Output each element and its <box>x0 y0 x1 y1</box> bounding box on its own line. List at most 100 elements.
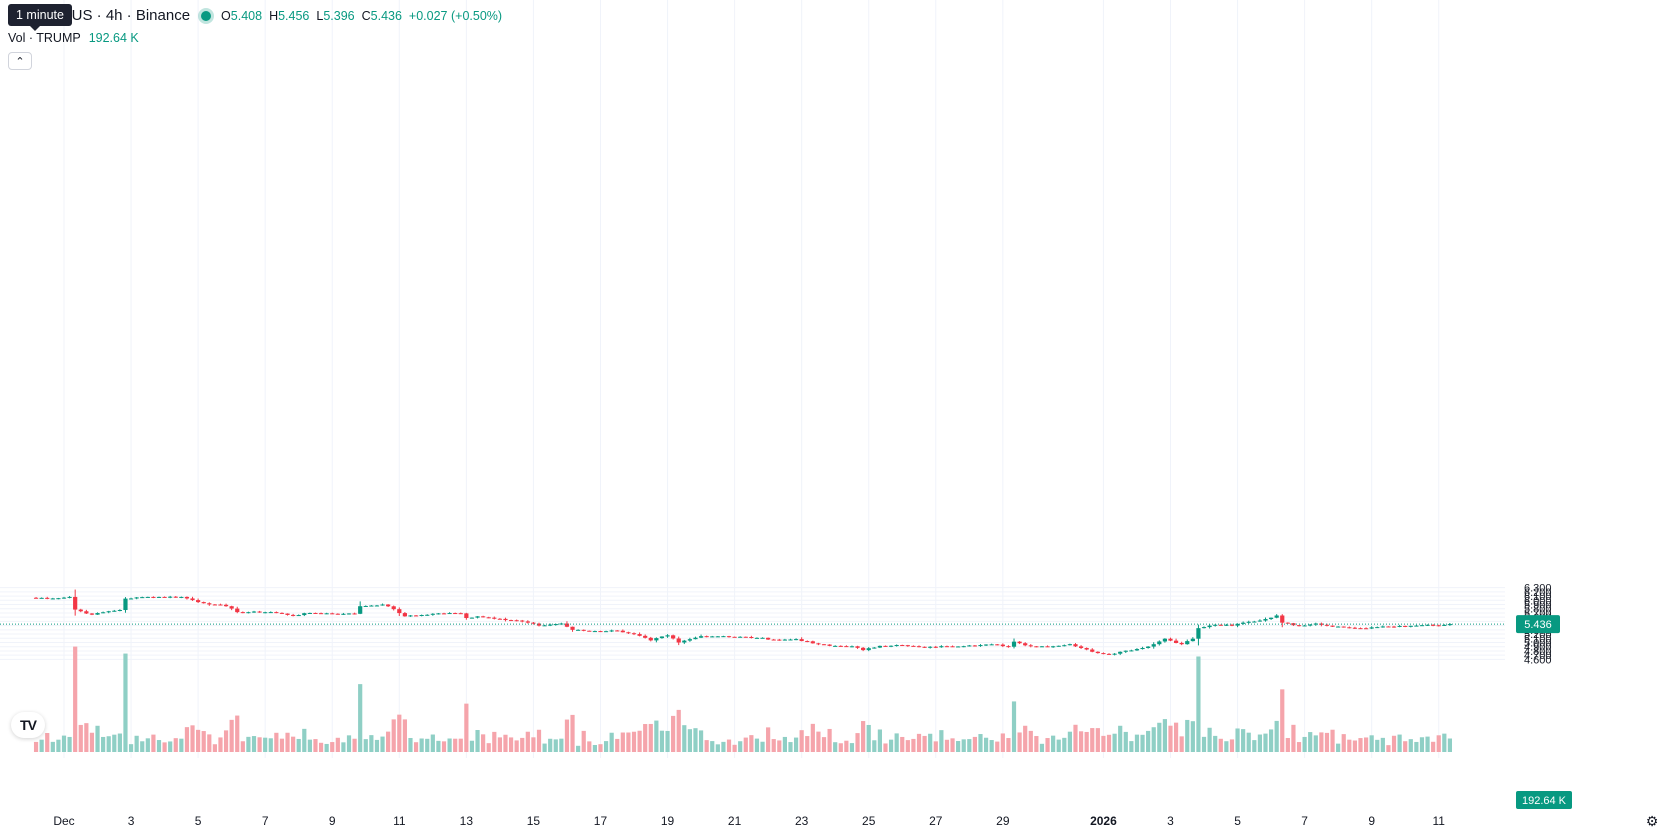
volume-bar <box>1190 721 1195 752</box>
candle-body <box>39 597 44 599</box>
volume-bar <box>1252 740 1257 752</box>
x-tick-label-17: 5 <box>1234 814 1241 828</box>
chevron-up-icon: ⌃ <box>15 55 25 68</box>
candle-body <box>564 623 570 627</box>
volume-bar <box>453 738 458 752</box>
candle-body <box>1134 649 1140 651</box>
candle-body <box>1324 624 1330 626</box>
volume-bar <box>1414 741 1419 752</box>
candle-body <box>1051 646 1056 648</box>
volume-bar <box>514 740 519 752</box>
candle-body <box>419 615 424 617</box>
candle-body <box>1067 644 1072 646</box>
volume-bar <box>1028 730 1033 752</box>
interval-tooltip: 1 minute <box>8 4 72 31</box>
volume-bar <box>1051 735 1056 752</box>
low-number: 5.396 <box>323 8 355 23</box>
candle-body <box>1185 641 1190 645</box>
x-tick-label-3: 7 <box>262 814 269 828</box>
high-key: H <box>269 8 279 23</box>
candle-body <box>1397 625 1402 627</box>
candle-body <box>738 636 743 638</box>
candle-body <box>481 616 486 618</box>
volume-bar <box>458 738 463 752</box>
volume-bar <box>56 739 61 752</box>
candle-body <box>235 608 240 613</box>
volume-bar <box>793 737 799 752</box>
volume-bar <box>576 745 581 752</box>
open-value: O5.408 <box>221 9 262 23</box>
volume-bar <box>1386 745 1391 752</box>
volume-bar <box>324 743 329 752</box>
market-status-icon[interactable] <box>201 10 212 21</box>
volume-bar <box>1062 737 1067 752</box>
volume-bar <box>1017 732 1022 752</box>
candle-body <box>1308 624 1313 626</box>
candle-body <box>240 612 245 614</box>
volume-bar <box>134 735 139 752</box>
volume-bar <box>626 732 631 752</box>
candle-body <box>620 630 625 633</box>
volume-bar <box>1034 736 1039 752</box>
candle-body <box>1425 624 1430 626</box>
candle-body <box>212 604 217 606</box>
volume-bar <box>732 744 737 752</box>
candle-body <box>1112 653 1117 655</box>
last-price-tag <box>1516 615 1560 634</box>
candle-body <box>609 630 614 632</box>
volume-bar <box>816 731 821 752</box>
candle-body <box>570 626 575 630</box>
candle-body <box>637 634 642 636</box>
volume-bar <box>631 731 637 752</box>
candle-body <box>318 613 324 615</box>
candle-body <box>168 596 173 598</box>
volume-bar <box>1039 743 1045 752</box>
candle-body <box>816 643 821 645</box>
candle-body <box>721 636 726 638</box>
candle-body <box>330 613 335 615</box>
candle-body <box>469 617 475 619</box>
candle-body <box>508 620 514 622</box>
close-number: 5.436 <box>370 8 402 23</box>
volume-label[interactable]: Vol · TRUMP <box>8 31 81 45</box>
change-value: +0.027 (+0.50%) <box>408 8 503 23</box>
volume-bar <box>313 739 318 752</box>
last-volume-tag-text: 192.64 K <box>1522 795 1567 807</box>
volume-bar <box>1380 737 1385 752</box>
candle-body <box>145 596 150 598</box>
volume-bar <box>1308 732 1313 752</box>
volume-bar <box>413 742 419 752</box>
volume-bar <box>1425 736 1430 752</box>
volume-bar <box>592 744 597 752</box>
volume-bar <box>983 737 989 752</box>
candle-body <box>458 613 463 615</box>
candle-body <box>525 621 530 623</box>
collapse-legend-button[interactable]: ⌃ <box>8 52 32 70</box>
candle-body <box>1380 626 1385 628</box>
volume-bar <box>894 733 899 752</box>
volume-bar <box>240 741 245 752</box>
volume-bar <box>1280 689 1285 752</box>
candle-body <box>56 598 61 600</box>
candle-body <box>50 598 55 600</box>
candle-body <box>726 636 732 638</box>
candle-body <box>128 598 134 600</box>
last-volume-tag <box>1516 791 1572 809</box>
axes[interactable]: 6.3006.2006.1006.0005.9005.8005.7005.600… <box>53 583 1572 828</box>
candle-body <box>704 636 709 638</box>
candle-body <box>1280 615 1285 623</box>
volume-bar <box>179 738 184 752</box>
close-key: C <box>361 8 371 23</box>
candle-body <box>1319 623 1324 625</box>
candle-body <box>710 636 715 638</box>
volume-bar <box>1000 733 1005 752</box>
candle-body <box>1140 647 1145 650</box>
volume-bar <box>805 736 810 752</box>
volume-bar <box>950 738 955 752</box>
tradingview-logo[interactable]: TV <box>11 712 45 738</box>
chart-settings-button[interactable]: ⚙ <box>1643 812 1661 830</box>
volume-bar <box>341 742 346 752</box>
candle-body <box>520 620 525 622</box>
